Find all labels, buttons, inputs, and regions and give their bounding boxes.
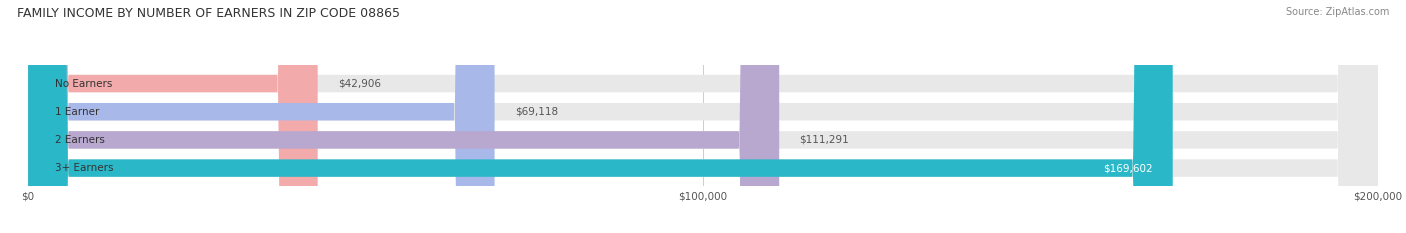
FancyBboxPatch shape bbox=[28, 0, 1378, 233]
Text: FAMILY INCOME BY NUMBER OF EARNERS IN ZIP CODE 08865: FAMILY INCOME BY NUMBER OF EARNERS IN ZI… bbox=[17, 7, 399, 20]
Text: $169,602: $169,602 bbox=[1102, 163, 1153, 173]
Text: 2 Earners: 2 Earners bbox=[55, 135, 105, 145]
Text: $69,118: $69,118 bbox=[515, 107, 558, 117]
Text: No Earners: No Earners bbox=[55, 79, 112, 89]
FancyBboxPatch shape bbox=[28, 0, 1378, 233]
FancyBboxPatch shape bbox=[28, 0, 1378, 233]
Text: Source: ZipAtlas.com: Source: ZipAtlas.com bbox=[1285, 7, 1389, 17]
Text: 3+ Earners: 3+ Earners bbox=[55, 163, 114, 173]
FancyBboxPatch shape bbox=[28, 0, 779, 233]
FancyBboxPatch shape bbox=[28, 0, 495, 233]
FancyBboxPatch shape bbox=[28, 0, 1173, 233]
FancyBboxPatch shape bbox=[28, 0, 1378, 233]
Text: $42,906: $42,906 bbox=[337, 79, 381, 89]
Text: 1 Earner: 1 Earner bbox=[55, 107, 100, 117]
Text: $111,291: $111,291 bbox=[800, 135, 849, 145]
FancyBboxPatch shape bbox=[28, 0, 318, 233]
